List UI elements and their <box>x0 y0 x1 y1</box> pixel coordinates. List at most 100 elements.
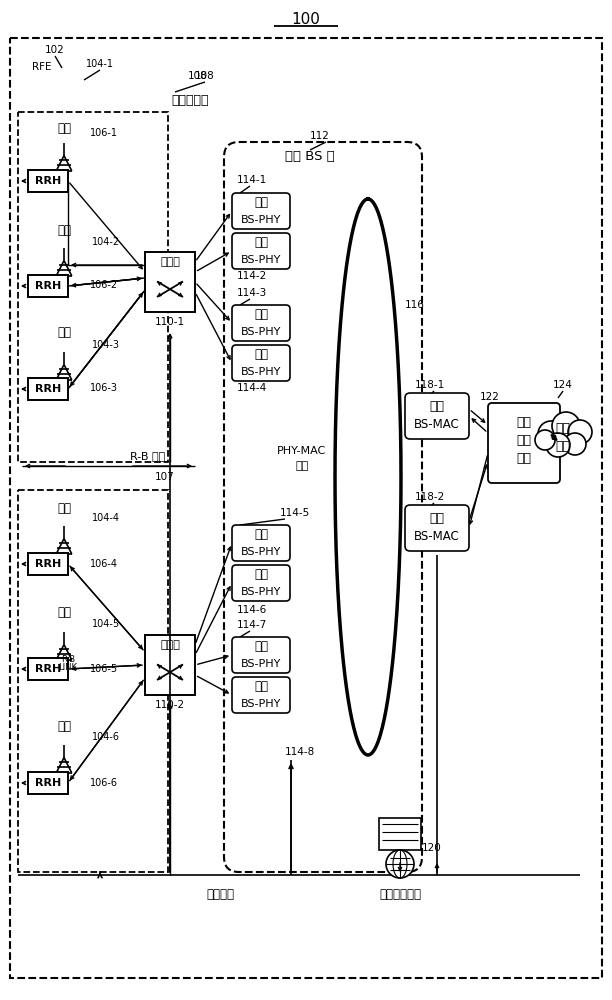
Bar <box>18 112 168 462</box>
Text: BS-PHY: BS-PHY <box>241 255 281 265</box>
Text: 114-7: 114-7 <box>237 620 267 630</box>
Text: 虚拟: 虚拟 <box>254 568 268 582</box>
FancyBboxPatch shape <box>232 677 290 713</box>
Text: 120: 120 <box>422 843 442 853</box>
Text: 118-2: 118-2 <box>415 492 445 502</box>
FancyBboxPatch shape <box>488 403 560 483</box>
Text: RRH: RRH <box>35 281 61 291</box>
Text: 106-5: 106-5 <box>90 664 118 674</box>
FancyBboxPatch shape <box>232 193 290 229</box>
Text: 网络: 网络 <box>556 440 570 452</box>
Text: BS-PHY: BS-PHY <box>241 367 281 377</box>
Text: 110-1: 110-1 <box>155 317 185 327</box>
Bar <box>28 553 68 575</box>
Text: 虚拟: 虚拟 <box>430 512 444 526</box>
Text: 虚拟: 虚拟 <box>254 641 268 654</box>
Bar <box>18 490 168 872</box>
Text: 112: 112 <box>310 131 330 141</box>
FancyBboxPatch shape <box>232 305 290 341</box>
Text: 106-3: 106-3 <box>90 383 118 393</box>
Text: 110-2: 110-2 <box>155 700 185 710</box>
Text: 104-2: 104-2 <box>92 237 120 247</box>
Text: BS-PHY: BS-PHY <box>241 327 281 337</box>
Text: 104-5: 104-5 <box>92 619 120 629</box>
Bar <box>28 378 68 400</box>
Text: 核心: 核心 <box>556 422 570 434</box>
FancyBboxPatch shape <box>405 393 469 439</box>
Bar <box>379 818 421 850</box>
Text: 102: 102 <box>45 45 65 55</box>
Text: 122: 122 <box>480 392 500 402</box>
Text: 114-3: 114-3 <box>237 288 267 298</box>
Text: 链路: 链路 <box>296 461 308 471</box>
Text: 114-5: 114-5 <box>280 508 310 518</box>
Text: 104-6: 104-6 <box>92 732 120 742</box>
FancyBboxPatch shape <box>405 505 469 551</box>
Text: 虚拟: 虚拟 <box>254 236 268 249</box>
FancyBboxPatch shape <box>232 525 290 561</box>
Text: 天线: 天线 <box>57 224 71 236</box>
Text: 虚拟: 虚拟 <box>517 416 531 430</box>
Bar <box>145 252 195 312</box>
Text: 100: 100 <box>291 12 321 27</box>
Text: 108: 108 <box>188 71 208 81</box>
Text: 107: 107 <box>155 472 175 482</box>
Text: 104-4: 104-4 <box>92 513 120 523</box>
Text: 虚拟: 虚拟 <box>254 680 268 694</box>
Text: 交换机: 交换机 <box>160 257 180 267</box>
Text: BS-PHY: BS-PHY <box>241 699 281 709</box>
Text: RRH: RRH <box>35 778 61 788</box>
Text: 虚拟: 虚拟 <box>254 196 268 210</box>
Text: 网关: 网关 <box>517 452 531 466</box>
Text: 114-2: 114-2 <box>237 271 267 281</box>
Text: 118-1: 118-1 <box>415 380 445 390</box>
Text: 106-2: 106-2 <box>90 280 118 290</box>
Circle shape <box>546 433 570 457</box>
Text: 天线: 天线 <box>57 720 71 732</box>
Text: R-B 链路: R-B 链路 <box>130 451 166 461</box>
FancyBboxPatch shape <box>232 233 290 269</box>
Text: RFE: RFE <box>32 62 52 72</box>
Text: BS-PHY: BS-PHY <box>241 659 281 669</box>
Text: BS-PHY: BS-PHY <box>241 215 281 225</box>
Circle shape <box>568 420 592 444</box>
FancyBboxPatch shape <box>232 345 290 381</box>
Text: 114-1: 114-1 <box>237 175 267 185</box>
Text: 114-4: 114-4 <box>237 383 267 393</box>
Circle shape <box>564 433 586 455</box>
Text: 计时网络: 计时网络 <box>206 888 234 902</box>
Text: 114-6: 114-6 <box>237 605 267 615</box>
Text: 天线: 天线 <box>57 502 71 514</box>
FancyBboxPatch shape <box>232 637 290 673</box>
Bar <box>28 170 68 192</box>
Text: BS-MAC: BS-MAC <box>414 530 460 544</box>
Text: 虚拟: 虚拟 <box>254 349 268 361</box>
Text: LINK: LINK <box>59 664 78 672</box>
Bar <box>28 772 68 794</box>
Text: 天线: 天线 <box>57 326 71 340</box>
Text: 108: 108 <box>195 71 215 81</box>
Text: 虚拟 BS 池: 虚拟 BS 池 <box>285 150 335 163</box>
Text: BS-MAC: BS-MAC <box>414 418 460 432</box>
Bar <box>28 275 68 297</box>
Text: R-B: R-B <box>61 654 75 664</box>
Text: 主计时服务器: 主计时服务器 <box>379 888 421 902</box>
Text: 106-6: 106-6 <box>90 778 118 788</box>
Text: 无线网络云: 无线网络云 <box>171 94 209 106</box>
Text: 114-8: 114-8 <box>285 747 315 757</box>
Text: 虚拟: 虚拟 <box>430 400 444 414</box>
Text: BS-PHY: BS-PHY <box>241 547 281 557</box>
Text: 虚拟: 虚拟 <box>254 308 268 322</box>
Text: 124: 124 <box>553 380 573 390</box>
Circle shape <box>386 850 414 878</box>
Text: RRH: RRH <box>35 384 61 394</box>
Text: 106-4: 106-4 <box>90 559 118 569</box>
Text: 104-1: 104-1 <box>86 59 114 69</box>
Text: 104-3: 104-3 <box>92 340 120 350</box>
Bar <box>28 658 68 680</box>
Circle shape <box>535 430 555 450</box>
Text: 虚拟: 虚拟 <box>254 528 268 542</box>
Text: 天线: 天线 <box>57 606 71 619</box>
Text: PHY-MAC: PHY-MAC <box>277 446 327 456</box>
Circle shape <box>552 412 580 440</box>
